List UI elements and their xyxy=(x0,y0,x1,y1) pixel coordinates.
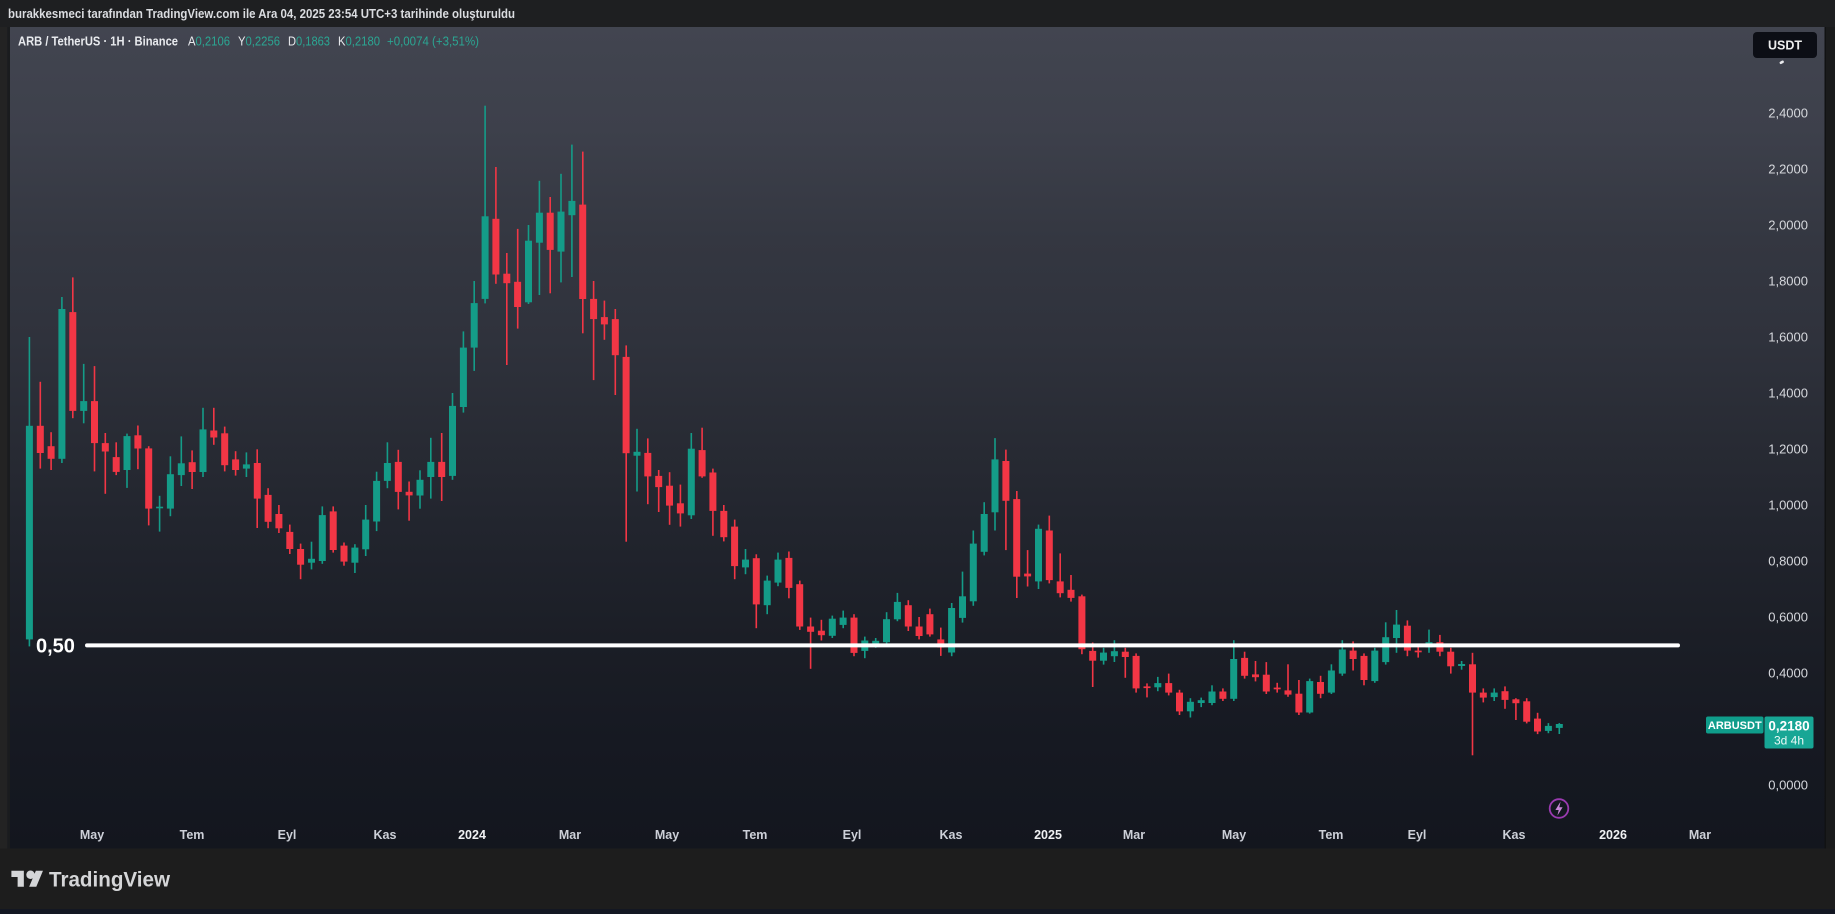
svg-text:K0,2180: K0,2180 xyxy=(338,34,380,49)
svg-text:0,8000: 0,8000 xyxy=(1768,554,1808,569)
svg-text:2025: 2025 xyxy=(1034,828,1062,842)
svg-text:1,8000: 1,8000 xyxy=(1768,274,1808,289)
svg-text:1,4000: 1,4000 xyxy=(1768,386,1808,401)
svg-text:2,2000: 2,2000 xyxy=(1768,162,1808,177)
svg-text:ARB / TetherUS · 1H · Binance: ARB / TetherUS · 1H · Binance xyxy=(18,34,178,49)
svg-text:3d 4h: 3d 4h xyxy=(1774,734,1804,748)
svg-text:Eyl: Eyl xyxy=(278,828,297,842)
svg-text:+0,0074 (+3,51%): +0,0074 (+3,51%) xyxy=(387,34,479,49)
svg-text:ARBUSDT: ARBUSDT xyxy=(1708,720,1762,732)
svg-text:Mar: Mar xyxy=(559,828,581,842)
svg-text:May: May xyxy=(655,828,679,842)
svg-text:Mar: Mar xyxy=(1689,828,1711,842)
svg-text:2,4000: 2,4000 xyxy=(1768,106,1808,121)
svg-text:TradingView: TradingView xyxy=(49,868,170,892)
svg-text:Tem: Tem xyxy=(1319,828,1344,842)
svg-text:May: May xyxy=(1222,828,1246,842)
svg-text:0,0000: 0,0000 xyxy=(1768,778,1808,793)
svg-text:2024: 2024 xyxy=(458,828,486,842)
svg-text:Kas: Kas xyxy=(940,828,963,842)
svg-text:2026: 2026 xyxy=(1599,828,1627,842)
svg-text:2,0000: 2,0000 xyxy=(1768,218,1808,233)
svg-text:0,6000: 0,6000 xyxy=(1768,610,1808,625)
svg-text:Y0,2256: Y0,2256 xyxy=(238,34,280,49)
svg-text:Eyl: Eyl xyxy=(1408,828,1427,842)
svg-text:Mar: Mar xyxy=(1123,828,1145,842)
svg-text:Kas: Kas xyxy=(374,828,397,842)
svg-text:1,6000: 1,6000 xyxy=(1768,330,1808,345)
svg-text:1,2000: 1,2000 xyxy=(1768,442,1808,457)
svg-text:Eyl: Eyl xyxy=(843,828,862,842)
svg-text:0,50: 0,50 xyxy=(36,636,75,658)
svg-text:0,2180: 0,2180 xyxy=(1768,719,1809,734)
svg-text:Kas: Kas xyxy=(1503,828,1526,842)
svg-text:Tem: Tem xyxy=(743,828,768,842)
svg-text:May: May xyxy=(80,828,104,842)
svg-text:1,0000: 1,0000 xyxy=(1768,498,1808,513)
svg-text:A0,2106: A0,2106 xyxy=(188,34,230,49)
svg-text:USDT: USDT xyxy=(1768,39,1802,53)
svg-text:Tem: Tem xyxy=(180,828,205,842)
svg-text:D0,1863: D0,1863 xyxy=(288,34,330,49)
svg-text:burakkesmeci tarafından Tradin: burakkesmeci tarafından TradingView.com … xyxy=(8,7,515,21)
svg-text:0,4000: 0,4000 xyxy=(1768,666,1808,681)
